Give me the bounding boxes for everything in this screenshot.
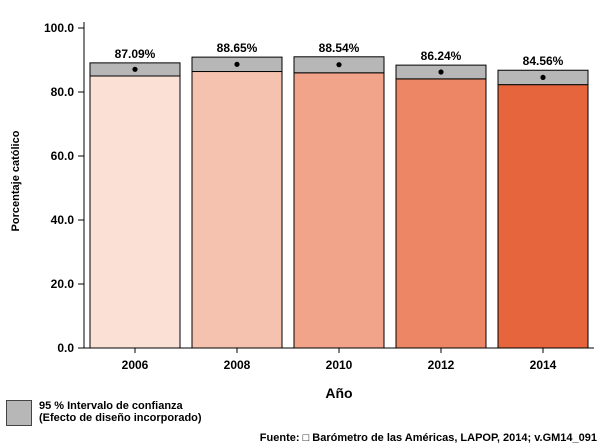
y-axis-title: Porcentaje católico [10, 130, 22, 231]
y-tick-label-5: 100.0 [44, 21, 74, 35]
x-tick-label-2008: 2008 [224, 358, 251, 372]
bar-2010 [293, 72, 385, 349]
bar-2012 [395, 78, 487, 349]
data-label-2012: 86.24% [421, 49, 462, 63]
data-label-2014: 84.56% [523, 54, 564, 68]
y-tick-label-1: 20.0 [51, 277, 75, 291]
point-estimate-2012 [438, 69, 444, 75]
bar-2014 [497, 84, 589, 349]
x-axis-title: Año [325, 385, 352, 400]
data-label-2006: 87.09% [115, 47, 156, 61]
data-label-2010: 88.54% [319, 41, 360, 55]
bars-layer: 87.09% 88.65% 88.54% 86.24% 84.56% [89, 41, 589, 349]
data-label-2008: 88.65% [217, 41, 258, 55]
y-tick-label-0: 0.0 [57, 341, 74, 355]
x-tick-label-2014: 2014 [530, 358, 557, 372]
legend-ci-swatch [6, 400, 32, 426]
y-tick-label-4: 80.0 [51, 85, 75, 99]
y-tick-label-2: 40.0 [51, 213, 75, 227]
x-tick-label-2012: 2012 [428, 358, 455, 372]
y-tick-label-3: 60.0 [51, 149, 75, 163]
x-tick-label-2010: 2010 [326, 358, 353, 372]
point-estimate-2008 [234, 61, 240, 67]
x-tick-label-2006: 2006 [122, 358, 149, 372]
legend-line-1: 95 % Intervalo de confianza [39, 400, 183, 412]
legend-line-2: (Efecto de diseño incorporado) [39, 412, 202, 424]
legend-text: 95 % Intervalo de confianza (Efecto de d… [39, 400, 202, 424]
point-estimate-2014 [540, 74, 546, 81]
bar-2006 [89, 75, 181, 349]
point-estimate-2006 [132, 66, 138, 72]
point-estimate-2010 [336, 62, 342, 68]
legend: 95 % Intervalo de confianza (Efecto de d… [6, 400, 202, 426]
axes-layer: 2006 2008 2010 2012 2014 0.0 20.0 40.0 60.0 80.0 1… [44, 21, 594, 372]
bar-2008 [191, 71, 283, 349]
bar-chart: 87.09% 88.65% 88.54%86.24% 84.56% 2006 2008 2… [10, 21, 594, 400]
source-note: Fuente: □ Barómetro de las Américas, LAP… [259, 432, 597, 444]
